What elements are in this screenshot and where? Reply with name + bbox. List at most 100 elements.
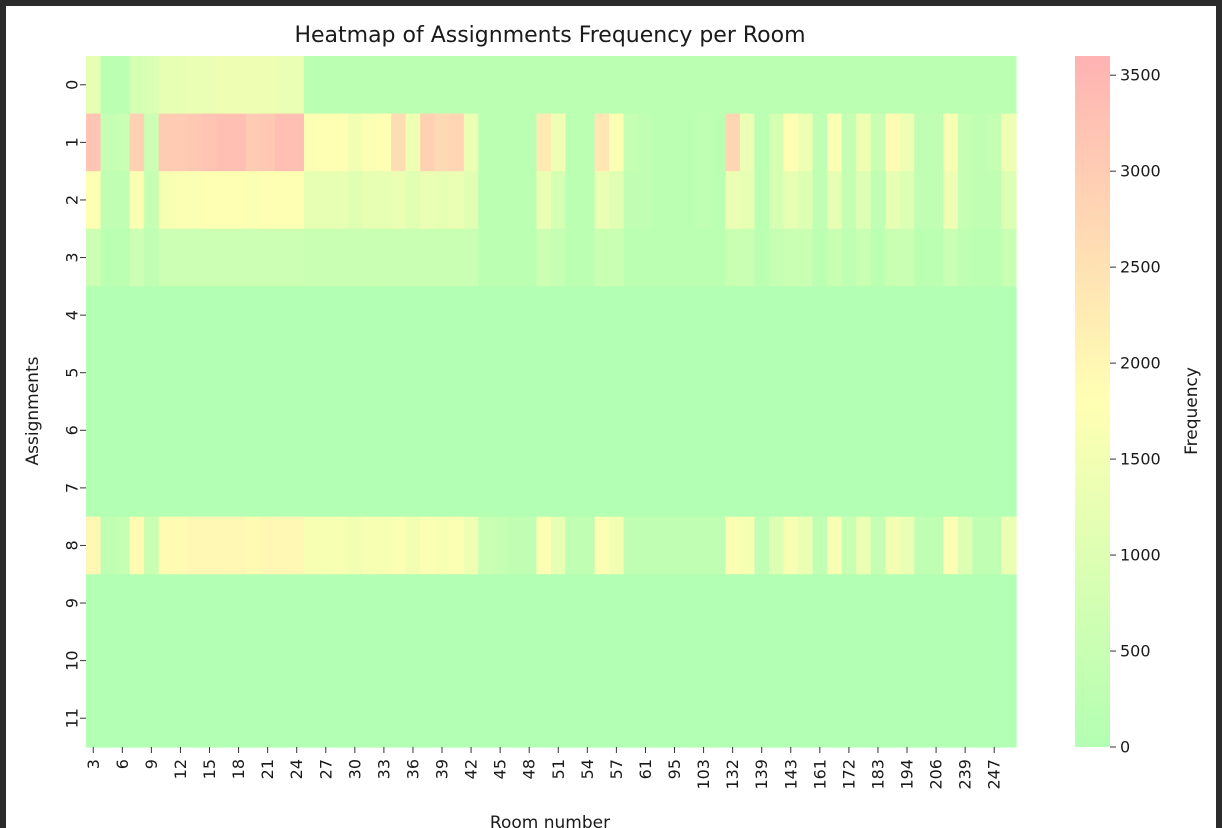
heatmap-cell [667, 286, 683, 345]
heatmap-cell [187, 286, 203, 345]
heatmap-cell [623, 574, 639, 633]
heatmap-cell [158, 171, 174, 230]
heatmap-cell [376, 631, 392, 691]
heatmap-cell [129, 401, 145, 460]
heatmap-cell [274, 56, 291, 115]
heatmap-cell [754, 113, 770, 172]
heatmap-cell [463, 171, 479, 230]
heatmap-cell [609, 459, 625, 518]
heatmap-cell [827, 343, 843, 403]
heatmap-cell [245, 113, 261, 172]
heatmap-cell [478, 459, 494, 518]
heatmap-cell [492, 631, 509, 691]
heatmap-cell [768, 113, 785, 172]
heatmap-cell [86, 459, 102, 518]
heatmap-cell [536, 574, 552, 633]
heatmap-cell [303, 516, 320, 575]
heatmap-cell [957, 113, 974, 172]
heatmap-cell [710, 113, 726, 172]
heatmap-cell [928, 228, 944, 287]
heatmap-cell [318, 113, 334, 172]
heatmap-cell [187, 459, 203, 518]
heatmap-cell [972, 228, 988, 287]
heatmap-cell [202, 631, 218, 691]
heatmap-cell [274, 113, 291, 172]
x-tick-label: 45 [491, 759, 510, 779]
heatmap-cell [594, 459, 610, 518]
heatmap-cell [347, 343, 363, 403]
heatmap-cell [376, 516, 392, 575]
heatmap-cell [478, 228, 494, 287]
heatmap-cell [551, 228, 567, 287]
heatmap-cell [405, 401, 421, 460]
heatmap-cell [754, 631, 770, 691]
x-tick-label: 3 [84, 759, 103, 769]
heatmap-cell [303, 689, 320, 748]
heatmap-cell [594, 401, 610, 460]
heatmap-cell [507, 689, 523, 748]
heatmap-cell [333, 56, 349, 115]
heatmap-cell [115, 56, 131, 115]
heatmap-cell [841, 228, 857, 287]
heatmap-cell [449, 286, 465, 345]
heatmap-cell [899, 574, 915, 633]
heatmap-cell [521, 56, 538, 115]
heatmap-cell [623, 631, 639, 691]
heatmap-cell [914, 56, 930, 115]
heatmap-cell [856, 113, 872, 172]
heatmap-cell [580, 459, 596, 518]
heatmap-cell [565, 286, 581, 345]
heatmap-cell [187, 343, 203, 403]
heatmap-cell [710, 228, 726, 287]
heatmap-cell [638, 516, 654, 575]
heatmap-cell [144, 631, 160, 691]
heatmap-cell [681, 171, 697, 230]
heatmap-cell [86, 631, 102, 691]
heatmap-cell [899, 401, 915, 460]
heatmap-cell [710, 631, 726, 691]
heatmap-cell [173, 574, 189, 633]
heatmap-cell [347, 113, 363, 172]
heatmap-cell [681, 286, 697, 345]
heatmap-cell [914, 459, 930, 518]
heatmap-cell [638, 689, 654, 748]
heatmap-cell [783, 343, 799, 403]
heatmap-cell [594, 113, 610, 172]
heatmap-cell [827, 574, 843, 633]
heatmap-cell [144, 343, 160, 403]
y-tick-label: 3 [63, 252, 82, 262]
heatmap-cell [536, 631, 552, 691]
heatmap-cell [303, 343, 320, 403]
heatmap-cell [783, 286, 799, 345]
heatmap-cell [318, 228, 334, 287]
heatmap-cell [972, 516, 988, 575]
heatmap-cell [318, 171, 334, 230]
heatmap-cell [638, 171, 654, 230]
heatmap-cell [783, 689, 799, 748]
heatmap-cell [725, 343, 741, 403]
heatmap-cell [231, 574, 247, 633]
heatmap-cell [521, 574, 538, 633]
heatmap-cell [536, 171, 552, 230]
heatmap-cell [725, 631, 741, 691]
heatmap-cell [144, 401, 160, 460]
heatmap-cell [449, 631, 465, 691]
heatmap-cell [216, 113, 232, 172]
heatmap-cell [783, 228, 799, 287]
heatmap-cell [914, 574, 930, 633]
heatmap-cell [739, 689, 756, 748]
heatmap-cell [86, 689, 102, 748]
heatmap-cell [231, 631, 247, 691]
heatmap-cell [812, 228, 828, 287]
heatmap-cell [536, 113, 552, 172]
heatmap-cell [609, 56, 625, 115]
heatmap-cell [231, 459, 247, 518]
heatmap-cell [972, 401, 988, 460]
heatmap-cell [551, 171, 567, 230]
heatmap-cell [405, 113, 421, 172]
heatmap-cell [405, 56, 421, 115]
heatmap-cell [347, 574, 363, 633]
heatmap-cell [623, 286, 639, 345]
heatmap-cell [986, 689, 1003, 748]
heatmap-cell [347, 56, 363, 115]
